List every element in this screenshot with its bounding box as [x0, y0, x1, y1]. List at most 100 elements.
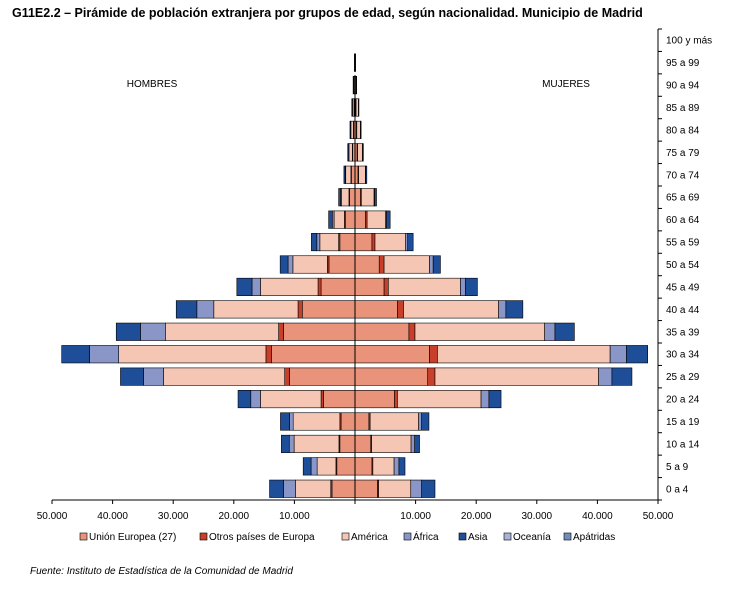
- bar-mujeres-2-4: [397, 390, 482, 409]
- bar-hombres-2-11: [319, 233, 339, 252]
- bar-mujeres-2-16: [356, 120, 361, 139]
- bar-hombres-0-0: [331, 479, 356, 498]
- bar-mujeres-1-11: [371, 233, 376, 252]
- bar-mujeres-4-11: [407, 233, 414, 252]
- bar-hombres-4-1: [302, 457, 312, 476]
- legend-label: Asia: [468, 532, 488, 543]
- bar-hombres-4-3: [280, 412, 290, 431]
- bar-mujeres-4-13: [374, 188, 377, 207]
- bar-hombres-2-3: [292, 412, 341, 431]
- legend-swatch: [563, 532, 572, 541]
- legend-swatch: [403, 532, 412, 541]
- bar-hombres-1-5: [284, 367, 290, 386]
- bar-mujeres-2-2: [371, 434, 412, 453]
- bar-hombres-0-7: [283, 322, 356, 341]
- x-tick-label: 40.000: [582, 511, 613, 522]
- bar-mujeres-0-0: [354, 479, 378, 498]
- bar-mujeres-0-1: [354, 457, 373, 476]
- bar-hombres-2-16: [350, 120, 354, 139]
- bar-mujeres-4-8: [505, 300, 524, 319]
- age-group-label: 45 a 49: [666, 282, 700, 293]
- bar-hombres-2-13: [341, 188, 350, 207]
- bar-hombres-1-9: [317, 277, 322, 296]
- bar-mujeres-2-13: [361, 188, 375, 207]
- bar-mujeres-2-12: [366, 210, 386, 229]
- bar-hombres-2-10: [292, 255, 328, 274]
- bar-hombres-2-15: [348, 143, 353, 162]
- side-label-mujeres: MUJERES: [542, 79, 590, 90]
- age-group-label: 65 a 69: [666, 193, 700, 204]
- bar-hombres-3-3: [289, 412, 294, 431]
- bar-hombres-4-6: [61, 345, 90, 364]
- x-tick-label: 30.000: [158, 511, 189, 522]
- bar-hombres-4-10: [279, 255, 289, 274]
- bar-mujeres-3-11: [404, 233, 409, 252]
- bar-hombres-2-12: [333, 210, 345, 229]
- bar-hombres-2-9: [260, 277, 319, 296]
- bar-hombres-3-1: [310, 457, 318, 476]
- bar-hombres-3-4: [250, 390, 261, 409]
- bar-mujeres-0-11: [354, 233, 373, 252]
- bar-mujeres-1-9: [383, 277, 389, 296]
- bar-mujeres-2-11: [374, 233, 406, 252]
- bar-mujeres-0-6: [354, 345, 430, 364]
- bar-hombres-0-4: [323, 390, 356, 409]
- bar-mujeres-2-1: [372, 457, 395, 476]
- bar-hombres-0-12: [344, 210, 356, 229]
- bar-hombres-0-2: [339, 434, 356, 453]
- age-group-label: 70 a 74: [666, 170, 700, 181]
- age-group-label: 75 a 79: [666, 148, 700, 159]
- bar-hombres-2-14: [345, 165, 352, 184]
- x-tick-label: 40.000: [97, 511, 128, 522]
- bar-mujeres-4-7: [554, 322, 575, 341]
- bar-mujeres-2-5: [434, 367, 599, 386]
- bar-hombres-4-11: [311, 233, 318, 252]
- age-group-label: 30 a 34: [666, 350, 700, 361]
- age-group-label: 25 a 29: [666, 372, 700, 383]
- x-tick-label: 50.000: [643, 511, 674, 522]
- bar-mujeres-1-5: [427, 367, 436, 386]
- bar-hombres-0-10: [328, 255, 356, 274]
- bar-mujeres-0-10: [354, 255, 380, 274]
- bar-hombres-3-7: [140, 322, 166, 341]
- legend-label: Oceanía: [513, 532, 551, 543]
- bar-hombres-4-14: [343, 165, 346, 184]
- age-group-label: 55 a 59: [666, 238, 700, 249]
- bar-hombres-4-5: [120, 367, 144, 386]
- bar-mujeres-2-7: [414, 322, 545, 341]
- bar-hombres-0-13: [349, 188, 356, 207]
- bar-hombres-4-4: [237, 390, 252, 409]
- bar-hombres-2-0: [295, 479, 332, 498]
- bar-hombres-0-3: [340, 412, 356, 431]
- bar-hombres-2-4: [260, 390, 322, 409]
- bar-mujeres-4-14: [365, 165, 368, 184]
- legend-swatch: [458, 532, 467, 541]
- age-group-label: 0 a 4: [666, 484, 689, 495]
- bar-mujeres-2-9: [388, 277, 461, 296]
- bar-mujeres-2-10: [383, 255, 430, 274]
- axis-layer: 0 a 4 5 a 9 10 a 14 15 a 19 20 a 24 25 a 29 30…: [37, 28, 712, 522]
- bar-hombres-4-7: [115, 322, 141, 341]
- age-group-label: 60 a 64: [666, 215, 700, 226]
- bar-hombres-2-6: [118, 345, 267, 364]
- bar-mujeres-3-6: [609, 345, 627, 364]
- bar-mujeres-0-2: [354, 434, 372, 453]
- bar-mujeres-1-8: [397, 300, 404, 319]
- age-group-label: 100 y más: [666, 36, 712, 47]
- x-tick-label: 10.000: [400, 511, 431, 522]
- bar-hombres-0-8: [301, 300, 356, 319]
- bar-hombres-0-11: [339, 233, 356, 252]
- bar-hombres-1-7: [278, 322, 284, 341]
- bar-hombres-4-16: [349, 120, 351, 139]
- bar-hombres-2-8: [213, 300, 299, 319]
- bar-mujeres-2-17: [355, 98, 359, 117]
- bar-hombres-4-12: [328, 210, 333, 229]
- age-group-label: 40 a 44: [666, 305, 700, 316]
- bar-mujeres-3-8: [498, 300, 507, 319]
- age-group-label: 35 a 39: [666, 327, 700, 338]
- bar-mujeres-4-12: [386, 210, 391, 229]
- bar-mujeres-4-1: [398, 457, 406, 476]
- bar-mujeres-0-7: [354, 322, 410, 341]
- bar-mujeres-3-10: [429, 255, 434, 274]
